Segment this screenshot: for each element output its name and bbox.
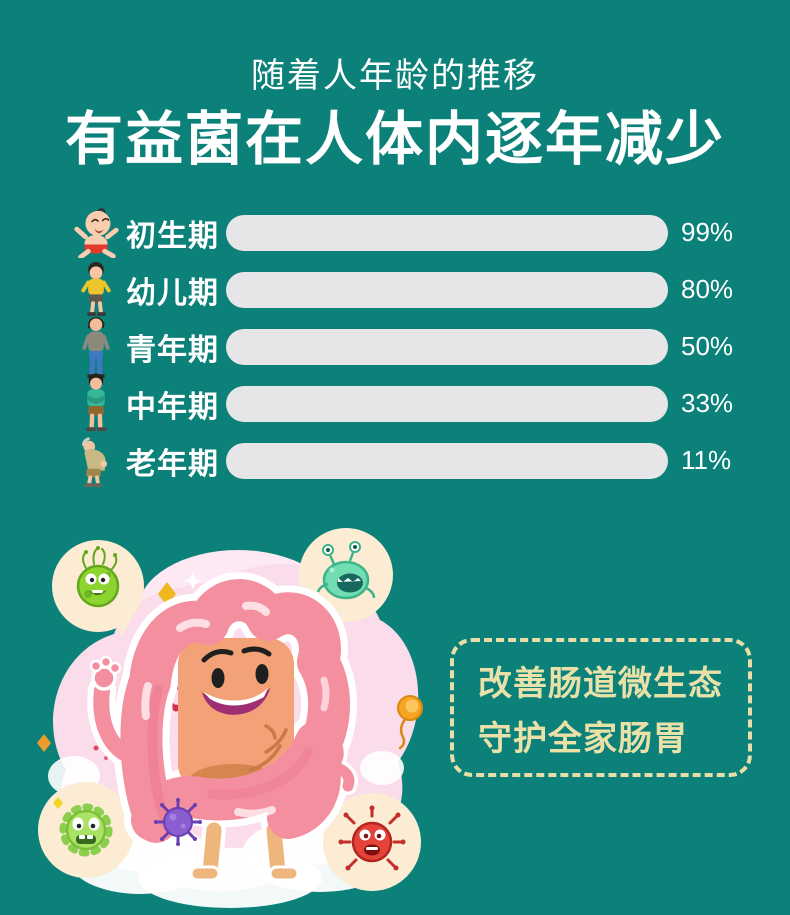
intestine-face — [201, 646, 272, 715]
purple-virus-icon — [154, 798, 202, 846]
age-stage-label: 老年期 — [126, 447, 219, 481]
young-adult-icon — [66, 314, 126, 380]
chart-row: 中年期 33% — [66, 372, 751, 435]
intestine-character — [87, 572, 358, 884]
green-microbe-icon — [76, 546, 120, 608]
bar-track — [226, 271, 668, 308]
bar-value-label: 33% — [681, 388, 734, 418]
age-stage-label: 青年期 — [126, 333, 219, 367]
age-stage-label: 幼儿期 — [126, 276, 219, 310]
callout-line1: 改善肠道微生态 — [478, 664, 723, 703]
elderly-icon — [66, 434, 126, 488]
orange-bacterium-icon — [397, 695, 423, 750]
page-title: 有益菌在人体内逐年减少 — [64, 107, 725, 172]
bar-value-label: 50% — [681, 331, 734, 361]
red-microbe-icon — [338, 805, 406, 871]
bar-value-label: 99% — [681, 217, 734, 247]
fuzzy-green-microbe-icon — [59, 803, 113, 857]
bar-track — [226, 442, 668, 479]
callout-line2: 守护全家肠胃 — [478, 719, 688, 758]
age-bar-chart: 初生期 99% 幼儿期 80% 青年期 50% 中年期 — [66, 204, 751, 489]
age-stage-label: 中年期 — [126, 390, 219, 424]
intestine-illustration — [37, 528, 423, 908]
chart-row: 青年期 50% — [66, 316, 751, 378]
callout-box: 改善肠道微生态 守护全家肠胃 — [450, 638, 752, 777]
teal-microbe-icon — [316, 541, 376, 600]
chart-row: 老年期 11% — [66, 432, 751, 489]
bar-track — [226, 328, 668, 365]
bar-track — [226, 214, 668, 251]
baby-icon — [66, 207, 126, 258]
bar-track — [226, 385, 668, 422]
toddler-icon — [66, 261, 126, 318]
bar-value-label: 80% — [681, 274, 734, 304]
chart-row: 初生期 99% — [66, 204, 751, 261]
waving-arm — [89, 655, 144, 766]
bar-value-label: 11% — [681, 445, 732, 475]
middle-aged-icon — [66, 372, 126, 435]
chart-row: 幼儿期 80% — [66, 261, 751, 318]
age-stage-label: 初生期 — [126, 219, 219, 253]
subtitle: 随着人年龄的推移 — [251, 57, 539, 95]
